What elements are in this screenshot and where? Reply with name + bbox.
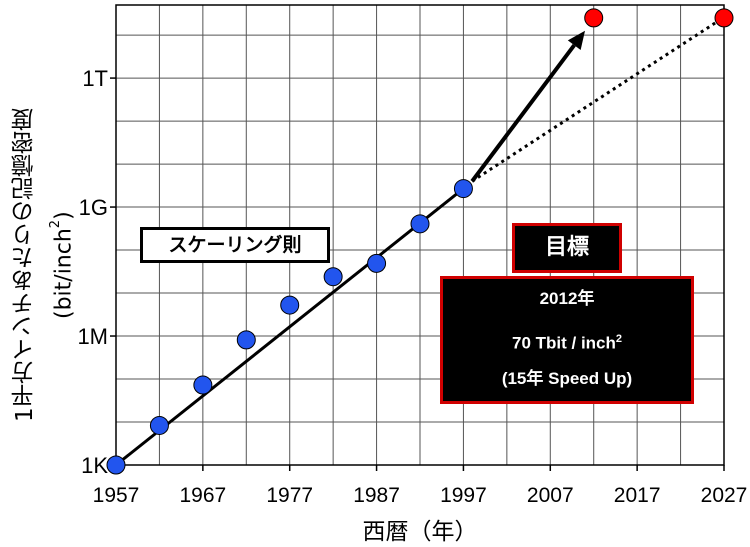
y-tick-label: 1G xyxy=(79,195,108,220)
extrapolation-dotted-line xyxy=(471,18,721,183)
target-box: 2012年 70 Tbit / inch2 (15年 Speed Up) xyxy=(440,276,694,404)
trend-lines xyxy=(115,18,721,467)
data-point xyxy=(714,8,734,28)
x-tick-label: 1987 xyxy=(353,484,400,507)
plot-frame xyxy=(110,4,725,471)
y-tick-label: 1K xyxy=(81,453,108,478)
data-point xyxy=(453,179,473,199)
data-point xyxy=(236,330,256,350)
data-point xyxy=(106,455,126,475)
x-tick-label: 1997 xyxy=(440,484,487,507)
target-density: 70 Tbit / inch2 xyxy=(511,333,623,353)
speedup-arrow-head xyxy=(567,30,586,50)
data-point xyxy=(149,415,169,435)
target-year: 2012年 xyxy=(539,289,595,308)
goal-label: 目標 xyxy=(512,223,622,273)
x-tick-label: 2007 xyxy=(527,484,574,507)
data-point xyxy=(193,375,213,395)
scaling-law-line xyxy=(115,187,465,467)
tick-labels: 1K 1M 1G 1T 1957 1967 1977 1987 1997 2007 2017 2027 xyxy=(77,66,747,507)
data-point xyxy=(280,295,300,315)
x-axis-title: 西暦（年） xyxy=(362,519,478,545)
x-tick-label: 2017 xyxy=(614,484,661,507)
y-axis-unit: (bit/inch2) xyxy=(48,211,77,319)
y-axis-title: 1平方インチあたりの記憶密度 xyxy=(12,108,38,422)
y-tick-label: 1T xyxy=(82,66,108,91)
data-points xyxy=(106,8,734,475)
data-point xyxy=(410,214,430,234)
scaling-law-label: スケーリング則 xyxy=(140,227,330,263)
y-tick-label: 1M xyxy=(77,324,108,349)
x-tick-label: 1967 xyxy=(179,484,226,507)
target-speedup: (15年 Speed Up) xyxy=(501,369,633,388)
plot-border xyxy=(115,4,725,466)
speedup-arrow-shaft xyxy=(470,43,576,183)
data-point xyxy=(584,8,604,28)
x-tick-label: 1977 xyxy=(266,484,313,507)
data-point xyxy=(367,253,387,273)
x-tick-label: 1957 xyxy=(93,484,140,507)
data-point xyxy=(323,267,343,287)
x-tick-label: 2027 xyxy=(701,484,748,507)
